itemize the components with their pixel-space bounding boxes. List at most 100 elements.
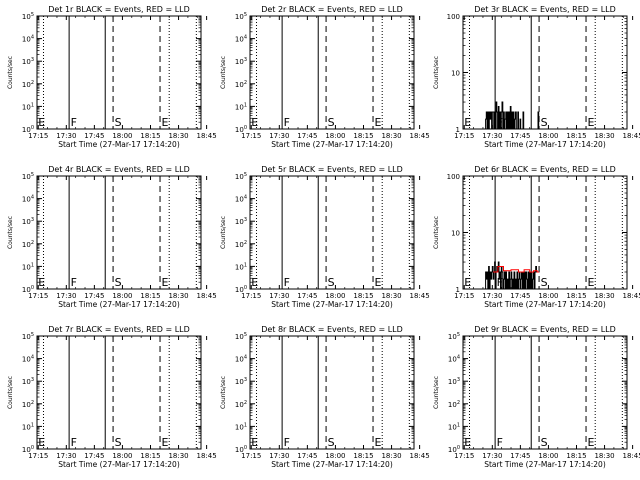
marker-e: E — [162, 436, 169, 449]
x-tick-label: 17:15 — [241, 132, 261, 140]
x-tick-label: 18:00 — [325, 452, 345, 460]
y-tick-label: 102 — [22, 240, 34, 249]
y-tick-label: 101 — [22, 422, 34, 431]
x-tick-label: 17:30 — [482, 452, 502, 460]
plot-frame — [36, 335, 202, 450]
x-tick-label: 18:45 — [197, 452, 217, 460]
y-tick-label: 103 — [22, 377, 34, 386]
x-tick-label: 18:45 — [623, 452, 640, 460]
events-series — [484, 101, 540, 130]
x-tick-label: 18:15 — [140, 132, 160, 140]
panel-title: Det 7r BLACK = Events, RED = LLD — [48, 325, 190, 334]
marker-e: E — [464, 276, 471, 289]
x-tick-label: 18:30 — [594, 292, 614, 300]
x-tick-label: 18:30 — [381, 452, 401, 460]
x-tick-label: 17:30 — [482, 292, 502, 300]
marker-s: S — [328, 116, 335, 129]
x-tick-label: 18:15 — [566, 292, 586, 300]
y-tick-label: 104 — [448, 355, 460, 364]
y-tick-label: 105 — [235, 332, 247, 341]
x-tick-label: 17:15 — [241, 452, 261, 460]
x-tick-label: 18:30 — [168, 292, 188, 300]
x-tick-label: 18:00 — [325, 292, 345, 300]
marker-e: E — [38, 276, 45, 289]
panel-3: Det 3r BLACK = Events, RED = LLD 1 10 100 17… — [433, 5, 640, 149]
x-tick-label: 18:00 — [112, 132, 132, 140]
plot-frame — [36, 175, 202, 290]
marker-e: E — [464, 116, 471, 129]
marker-e: E — [588, 436, 595, 449]
x-tick-label: 18:45 — [623, 292, 640, 300]
y-tick-label: 1 — [456, 286, 460, 294]
marker-s: S — [328, 436, 335, 449]
x-tick-label: 18:00 — [538, 292, 558, 300]
x-tick-label: 18:15 — [353, 452, 373, 460]
marker-e: E — [38, 436, 45, 449]
marker-f: F — [284, 436, 290, 449]
y-tick-label: 100 — [235, 125, 247, 134]
x-tick-label: 18:00 — [538, 132, 558, 140]
x-tick-label: 18:30 — [168, 132, 188, 140]
y-tick-label: 103 — [448, 377, 460, 386]
panel-title: Det 8r BLACK = Events, RED = LLD — [261, 325, 403, 334]
marker-e: E — [375, 116, 382, 129]
x-tick-label: 18:00 — [538, 452, 558, 460]
y-tick-label: 105 — [235, 172, 247, 181]
y-tick-label: 105 — [22, 172, 34, 181]
x-tick-label: 18:45 — [410, 132, 430, 140]
marker-f: F — [284, 116, 290, 129]
marker-e: E — [464, 436, 471, 449]
y-tick-label: 103 — [22, 217, 34, 226]
y-tick-label: 101 — [22, 262, 34, 271]
y-tick-label: 104 — [22, 195, 34, 204]
y-tick-label: 102 — [235, 80, 247, 89]
x-tick-label: 17:45 — [297, 132, 317, 140]
y-tick-label: 100 — [22, 125, 34, 134]
panel-1: Det 1r BLACK = Events, RED = LLD 100 101 10… — [7, 5, 217, 149]
x-tick-label: 17:15 — [454, 132, 474, 140]
y-tick-label: 10 — [451, 230, 460, 238]
y-tick-label: 101 — [448, 422, 460, 431]
x-tick-label: 17:45 — [84, 132, 104, 140]
y-tick-label: 101 — [235, 262, 247, 271]
marker-e: E — [162, 276, 169, 289]
panel-5: Det 5r BLACK = Events, RED = LLD 100 101 10… — [220, 165, 430, 309]
panel-title: Det 1r BLACK = Events, RED = LLD — [48, 5, 190, 14]
x-tick-label: 17:30 — [269, 452, 289, 460]
x-tick-label: 17:45 — [84, 452, 104, 460]
y-tick-label: 103 — [235, 57, 247, 66]
events-series — [484, 261, 540, 290]
y-axis-label: Counts/sec — [220, 216, 227, 249]
marker-s: S — [541, 436, 548, 449]
x-axis-label: Start Time (27-Mar-17 17:14:20) — [484, 460, 606, 469]
x-tick-label: 18:15 — [353, 132, 373, 140]
panel-title: Det 5r BLACK = Events, RED = LLD — [261, 165, 403, 174]
x-tick-label: 18:30 — [381, 132, 401, 140]
panel-9: Det 9r BLACK = Events, RED = LLD 100 101 10… — [433, 325, 640, 469]
marker-f: F — [497, 436, 503, 449]
marker-s: S — [328, 276, 335, 289]
y-tick-label: 104 — [235, 195, 247, 204]
x-axis-label: Start Time (27-Mar-17 17:14:20) — [58, 140, 180, 149]
y-tick-label: 100 — [22, 285, 34, 294]
marker-e: E — [251, 436, 258, 449]
marker-e: E — [375, 276, 382, 289]
panel-6: Det 6r BLACK = Events, RED = LLD 1 10 100 17… — [433, 165, 640, 309]
y-axis-label: Counts/sec — [7, 216, 14, 249]
x-tick-label: 18:45 — [197, 292, 217, 300]
x-axis-label: Start Time (27-Mar-17 17:14:20) — [484, 140, 606, 149]
x-axis-label: Start Time (27-Mar-17 17:14:20) — [271, 140, 393, 149]
marker-e: E — [375, 436, 382, 449]
marker-e: E — [588, 116, 595, 129]
y-tick-label: 105 — [235, 12, 247, 21]
x-tick-label: 17:45 — [297, 452, 317, 460]
marker-f: F — [71, 276, 77, 289]
marker-f: F — [71, 116, 77, 129]
x-axis-label: Start Time (27-Mar-17 17:14:20) — [58, 300, 180, 309]
x-tick-label: 17:45 — [297, 292, 317, 300]
plot-frame — [249, 335, 415, 450]
x-tick-label: 17:30 — [269, 292, 289, 300]
plot-frame — [249, 15, 415, 130]
panel-title: Det 2r BLACK = Events, RED = LLD — [261, 5, 403, 14]
